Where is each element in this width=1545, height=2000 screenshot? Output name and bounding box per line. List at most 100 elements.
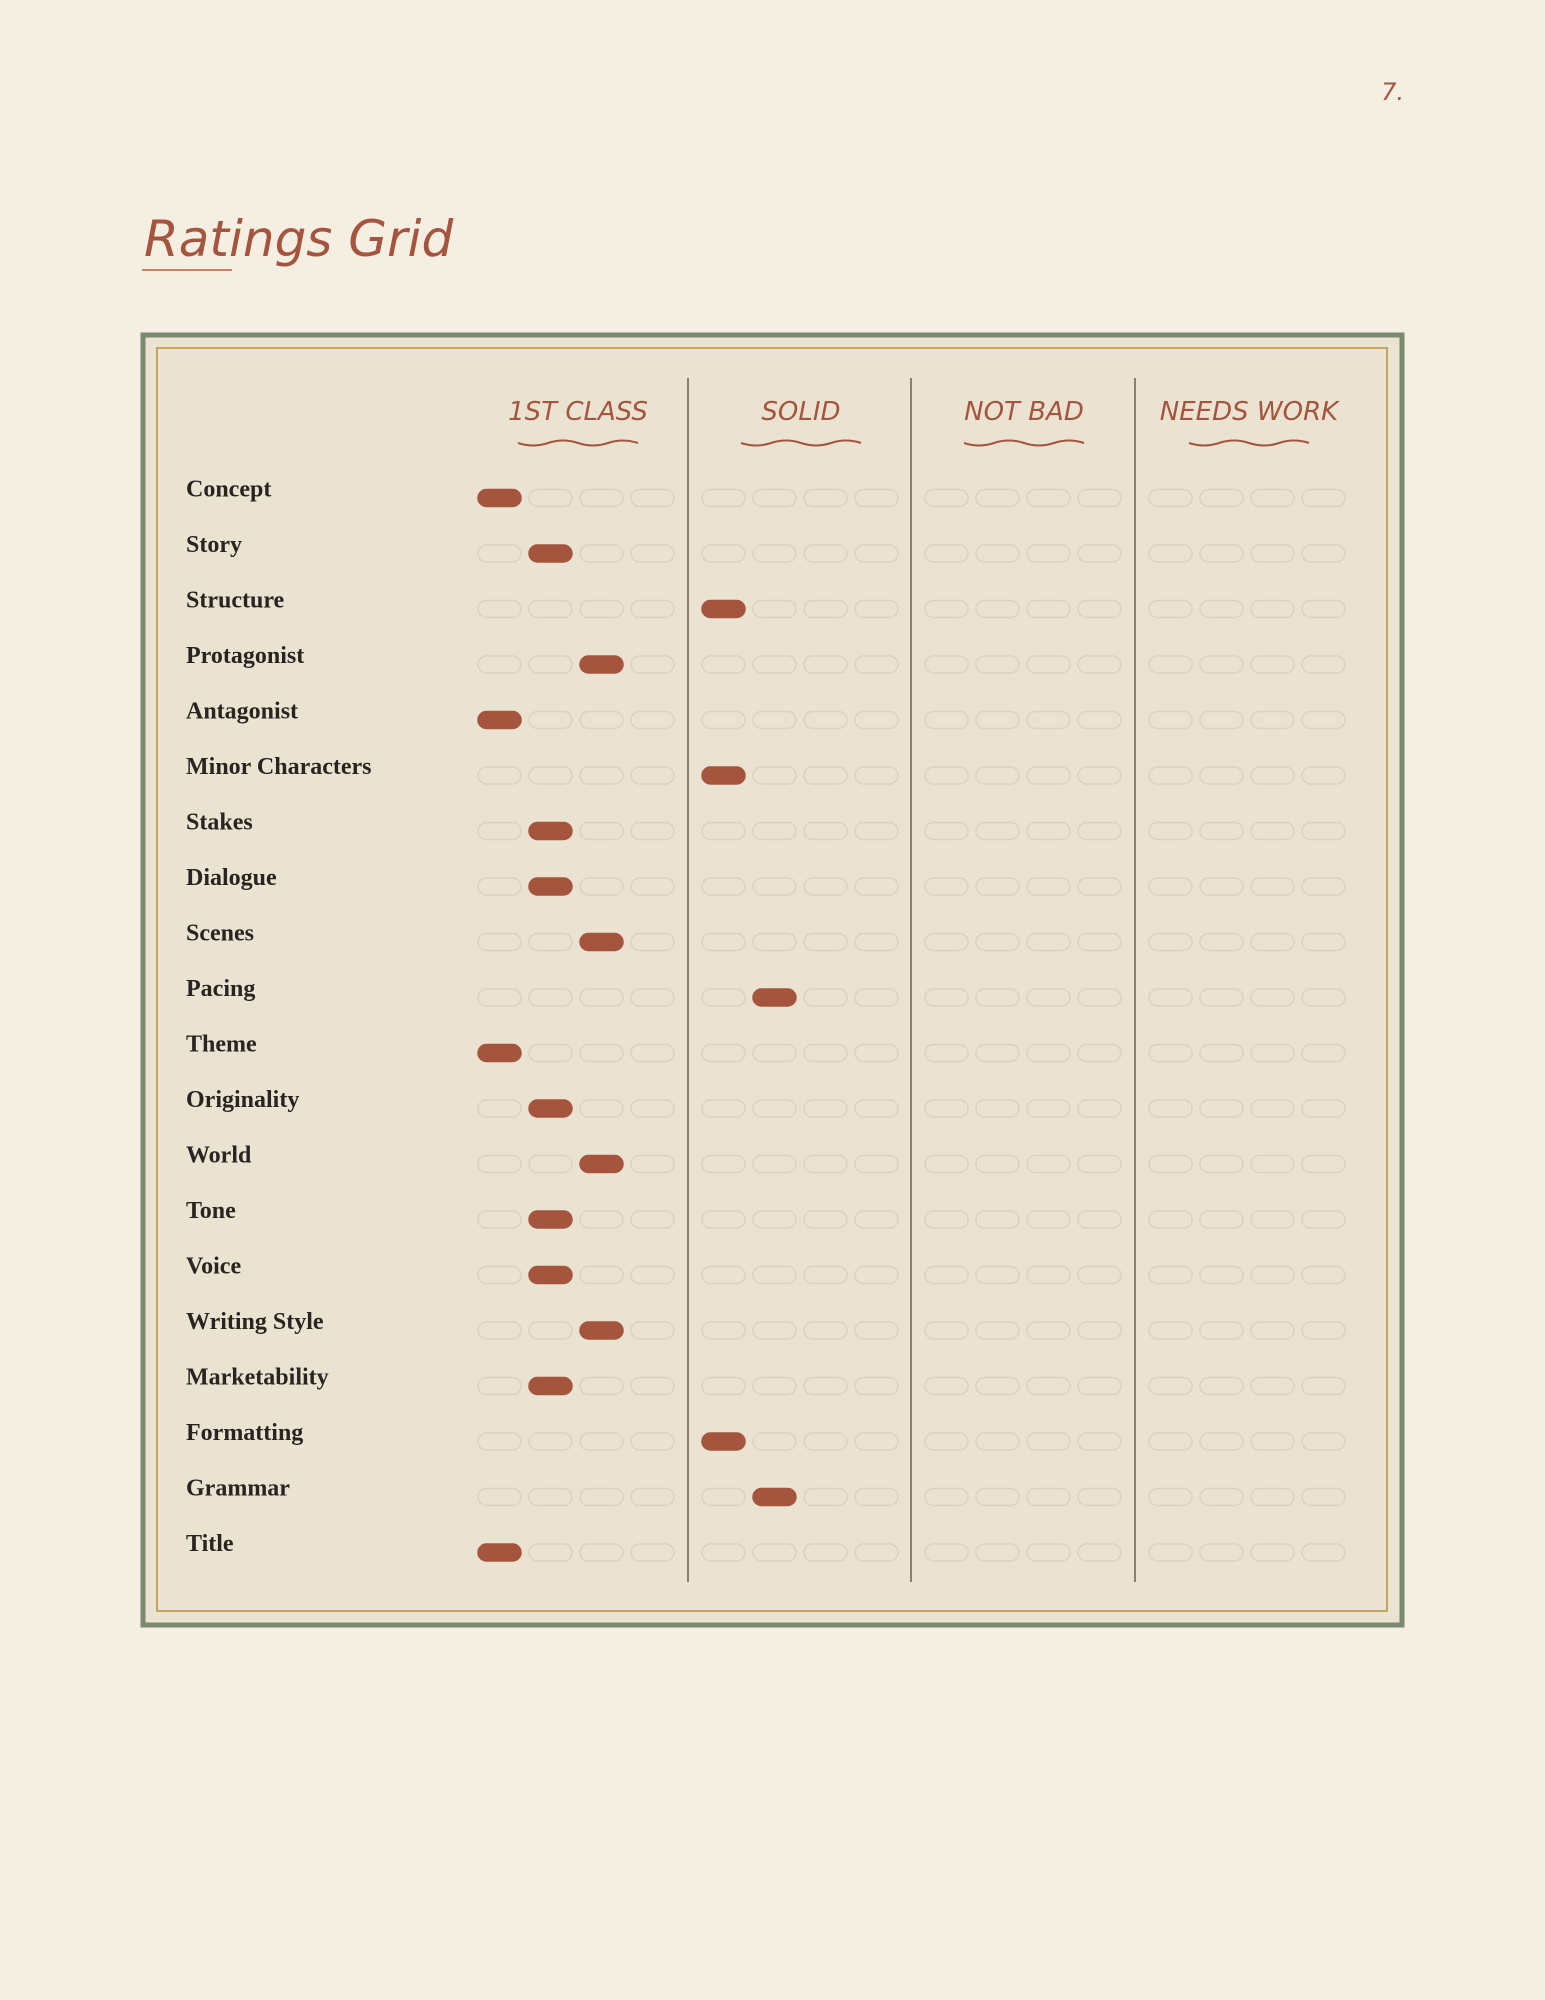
rating-pill-empty — [477, 1321, 522, 1340]
rating-pill-empty — [1199, 544, 1244, 563]
rating-pill-empty — [1301, 1543, 1346, 1562]
rating-pill-empty — [1301, 599, 1346, 619]
rating-pill-empty — [924, 877, 969, 896]
rating-pill-empty — [477, 766, 522, 785]
rating-pill-empty — [924, 1099, 969, 1118]
rating-pill-empty — [752, 932, 797, 952]
rating-pill-empty — [975, 988, 1020, 1007]
rating-pill-empty — [975, 821, 1020, 841]
rating-pill-empty — [630, 488, 675, 508]
row-label: Originality — [186, 1087, 299, 1113]
rating-pill-empty — [1148, 710, 1193, 730]
rating-pill-empty — [854, 710, 899, 730]
rating-pill-empty — [975, 1154, 1020, 1174]
rating-pill-empty — [803, 1210, 848, 1229]
rating-pill-filled — [701, 599, 746, 619]
rating-pill-empty — [1199, 1543, 1244, 1562]
rating-pill-empty — [1077, 544, 1122, 563]
rating-pill-empty — [854, 932, 899, 952]
rating-pill-empty — [701, 1376, 746, 1396]
rating-pill-empty — [803, 1099, 848, 1118]
rating-pill-empty — [1026, 988, 1071, 1007]
rating-pill-empty — [1250, 544, 1295, 563]
rating-pill-empty — [752, 1210, 797, 1229]
rating-pill-empty — [1026, 1321, 1071, 1340]
rating-pill-empty — [1026, 1210, 1071, 1229]
rating-pill-empty — [975, 1487, 1020, 1507]
rating-pill-empty — [1250, 1043, 1295, 1063]
rating-pill-empty — [1301, 544, 1346, 563]
rating-pill-empty — [924, 766, 969, 785]
rating-pill-filled — [579, 1154, 624, 1174]
rating-pill-filled — [528, 821, 573, 841]
rating-pill-empty — [1026, 1543, 1071, 1562]
rating-pill-empty — [630, 710, 675, 730]
rating-pill-empty — [1026, 544, 1071, 563]
rating-pill-empty — [975, 710, 1020, 730]
rating-pill-empty — [1026, 1432, 1071, 1451]
rating-pill-empty — [1199, 988, 1244, 1007]
rating-pill-empty — [854, 877, 899, 896]
rating-pill-empty — [854, 821, 899, 841]
rating-pill-empty — [579, 766, 624, 785]
rating-pill-empty — [1148, 1265, 1193, 1285]
rating-pill-empty — [477, 932, 522, 952]
rating-pill-empty — [1148, 1099, 1193, 1118]
rating-pill-empty — [630, 821, 675, 841]
rating-pill-empty — [1250, 710, 1295, 730]
rating-pill-empty — [630, 1154, 675, 1174]
rating-pill-empty — [1250, 1210, 1295, 1229]
rating-pill-empty — [701, 1043, 746, 1063]
rating-pill-empty — [803, 544, 848, 563]
rating-pill-empty — [752, 488, 797, 508]
rating-pill-empty — [579, 1210, 624, 1229]
rating-pill-empty — [1148, 1321, 1193, 1340]
rating-pill-empty — [701, 1543, 746, 1562]
rating-pill-empty — [1250, 821, 1295, 841]
rating-pill-empty — [803, 1543, 848, 1562]
row-label: Formatting — [186, 1420, 303, 1446]
rating-pill-empty — [803, 599, 848, 619]
rating-pill-empty — [701, 1321, 746, 1340]
rating-pill-empty — [975, 488, 1020, 508]
rating-pill-empty — [803, 821, 848, 841]
rating-pill-empty — [1250, 655, 1295, 674]
rating-pill-empty — [1199, 488, 1244, 508]
rating-pill-empty — [1026, 1487, 1071, 1507]
rating-pill-empty — [579, 488, 624, 508]
rating-pill-empty — [975, 1543, 1020, 1562]
rating-pill-empty — [752, 821, 797, 841]
rating-pill-empty — [975, 932, 1020, 952]
rating-pill-empty — [1148, 766, 1193, 785]
rating-pill-empty — [803, 932, 848, 952]
rating-pill-empty — [803, 1043, 848, 1063]
rating-pill-empty — [803, 988, 848, 1007]
rating-pill-empty — [1301, 1487, 1346, 1507]
row-label: Protagonist — [186, 643, 304, 669]
rating-pill-empty — [579, 710, 624, 730]
rating-pill-empty — [528, 710, 573, 730]
rating-pill-empty — [1301, 766, 1346, 785]
rating-pill-empty — [752, 655, 797, 674]
rating-pill-empty — [1301, 821, 1346, 841]
rating-pill-empty — [630, 1432, 675, 1451]
rating-pill-empty — [579, 1432, 624, 1451]
rating-pill-empty — [701, 932, 746, 952]
rating-pill-empty — [477, 655, 522, 674]
rating-pill-empty — [975, 1432, 1020, 1451]
rating-pill-empty — [1250, 599, 1295, 619]
rating-pill-empty — [1301, 1321, 1346, 1340]
rating-pill-empty — [579, 1099, 624, 1118]
rating-pill-empty — [528, 1487, 573, 1507]
row-label: Minor Characters — [186, 754, 372, 780]
rating-pill-filled — [528, 1265, 573, 1285]
rating-pill-empty — [579, 1376, 624, 1396]
rating-pill-empty — [975, 544, 1020, 563]
rating-pill-empty — [1148, 599, 1193, 619]
row-label: Dialogue — [186, 865, 277, 891]
rating-pill-empty — [1250, 1487, 1295, 1507]
column-header: SOLID — [761, 397, 840, 427]
rating-pill-empty — [1148, 1432, 1193, 1451]
rating-pill-empty — [1148, 655, 1193, 674]
